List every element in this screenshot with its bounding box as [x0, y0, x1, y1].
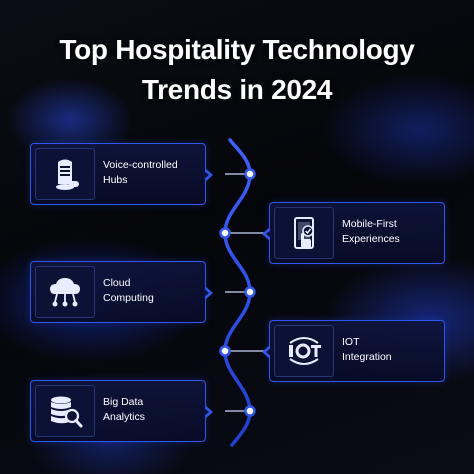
- iot-icon: [289, 337, 321, 365]
- icon-box: [35, 266, 95, 318]
- trend-card-mobile-first-experiences: Mobile-First Experiences: [262, 202, 445, 264]
- timeline-node-2: [219, 227, 231, 239]
- trend-card-cloud-computing: Cloud Computing: [30, 261, 213, 323]
- timeline-node-4: [219, 345, 231, 357]
- trend-label: Voice-controlled Hubs: [103, 158, 203, 188]
- timeline-node-5: [244, 405, 256, 417]
- trend-card-big-data-analytics: Big Data Analytics: [30, 380, 213, 442]
- trend-label: Mobile-First Experiences: [342, 217, 442, 247]
- trend-label-line-2: Hubs: [103, 174, 128, 186]
- trend-label-line-2: Analytics: [103, 411, 146, 423]
- trend-label-line-1: Mobile-First: [342, 218, 397, 230]
- trend-label: Cloud Computing: [103, 276, 203, 306]
- trend-label-line-1: Big Data: [103, 396, 144, 408]
- icon-box: [274, 325, 334, 377]
- icon-box: [35, 385, 95, 437]
- card-pointer: [203, 168, 213, 182]
- trend-label: IOT Integration: [342, 335, 442, 365]
- card-pointer: [203, 405, 213, 419]
- trend-card-iot-integration: IOT Integration: [262, 320, 445, 382]
- timeline-node-3: [244, 286, 256, 298]
- trend-label: Big Data Analytics: [103, 395, 203, 425]
- title-line-1: Top Hospitality Technology: [59, 34, 415, 65]
- icon-box: [274, 207, 334, 259]
- trend-label-line-1: Voice-controlled: [103, 159, 178, 171]
- timeline-node-1: [244, 168, 256, 180]
- trend-label-line-1: IOT: [342, 336, 360, 348]
- trend-label-line-1: Cloud: [103, 277, 131, 289]
- trend-label-line-2: Integration: [342, 351, 392, 363]
- database-search-icon: [51, 396, 83, 428]
- card-pointer: [262, 345, 272, 359]
- card-pointer: [203, 286, 213, 300]
- trend-card-voice-controlled-hubs: Voice-controlled Hubs: [30, 143, 213, 205]
- trend-label-line-2: Experiences: [342, 233, 400, 245]
- smart-speaker-icon: [56, 159, 79, 190]
- trend-label-line-2: Computing: [103, 292, 154, 304]
- card-pointer: [262, 227, 272, 241]
- page-title: Top Hospitality Technology Trends in 202…: [0, 30, 474, 110]
- icon-box: [35, 148, 95, 200]
- mobile-touch-icon: [294, 217, 314, 249]
- cloud-network-icon: [50, 278, 80, 307]
- title-line-2: Trends in 2024: [141, 74, 333, 105]
